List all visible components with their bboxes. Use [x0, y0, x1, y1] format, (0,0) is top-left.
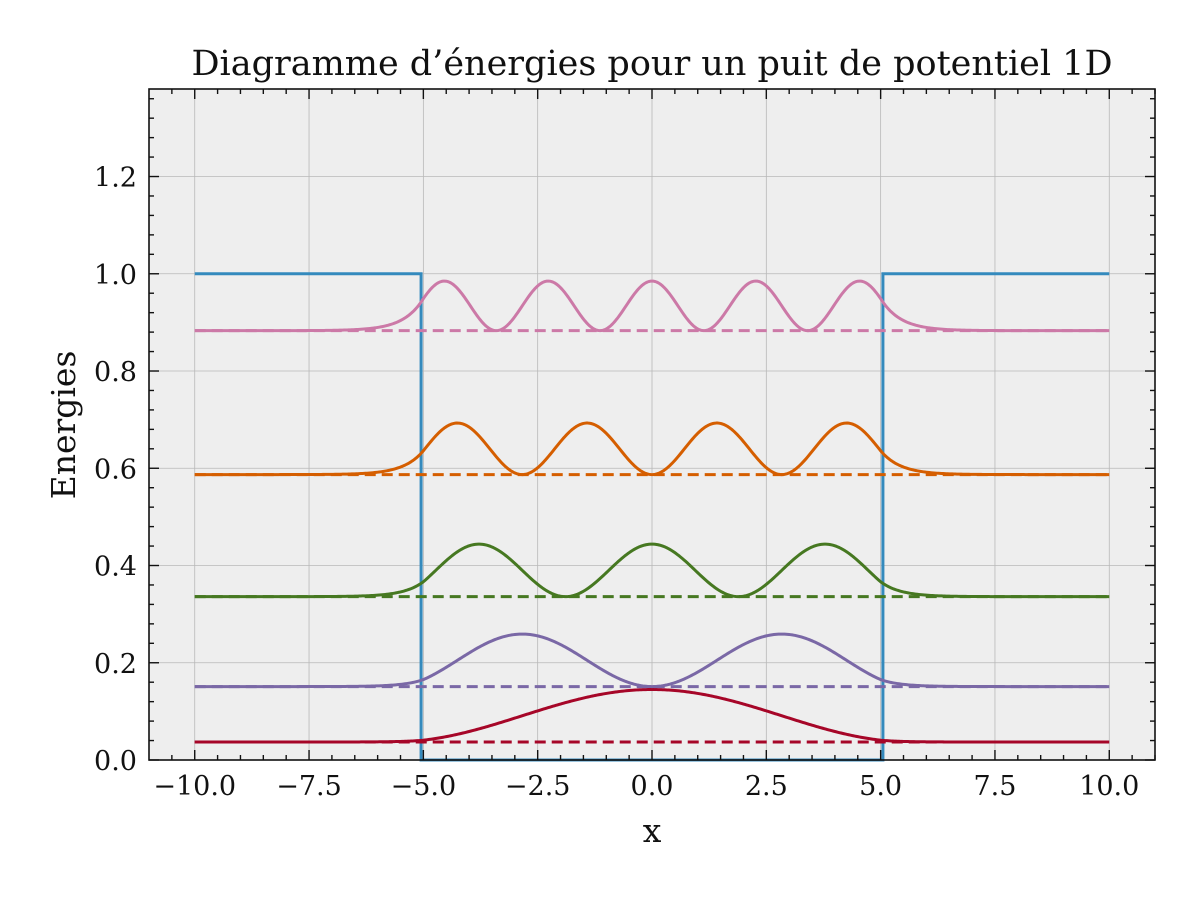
- x-tick-label: 5.0: [859, 771, 902, 802]
- y-tick-label: 0.8: [94, 357, 137, 388]
- x-tick-label: 0.0: [631, 771, 674, 802]
- data-series: [194, 272, 1110, 762]
- x-tick-label: 7.5: [973, 771, 1016, 802]
- y-tick-label: 0.6: [94, 454, 137, 485]
- wavefunction-2-curve: [194, 632, 1110, 689]
- y-axis-label: Energies: [44, 351, 83, 500]
- tick-marks: [149, 89, 1156, 761]
- y-tick-label: 1.2: [94, 163, 137, 194]
- x-tick-label: −2.5: [505, 771, 571, 802]
- wavefunction-5-curve: [194, 279, 1110, 333]
- plot-frame: [148, 88, 1156, 761]
- y-tick-label: 0.0: [94, 746, 137, 777]
- y-tick-label: 0.2: [94, 649, 137, 680]
- x-tick-label: −5.0: [391, 771, 457, 802]
- wavefunction-4-curve: [194, 421, 1110, 477]
- x-tick-label: −10.0: [153, 771, 236, 802]
- tick-labels: −10.0 −7.5 −5.0 −2.5 0.0 2.5 5.0 7.5 10.0 0.0 0.2 0…: [94, 163, 1139, 802]
- x-tick-label: −7.5: [276, 771, 342, 802]
- y-tick-label: 1.0: [94, 260, 137, 291]
- wavefunction-3-curve: [194, 542, 1110, 599]
- wavefunction-1-curve: [194, 688, 1110, 744]
- chart-title: Diagramme d’énergies pour un puit de pot…: [191, 44, 1112, 84]
- x-tick-label: 10.0: [1079, 771, 1139, 802]
- x-axis-label: x: [643, 811, 662, 850]
- y-tick-label: 0.4: [94, 552, 137, 583]
- x-tick-label: 2.5: [745, 771, 788, 802]
